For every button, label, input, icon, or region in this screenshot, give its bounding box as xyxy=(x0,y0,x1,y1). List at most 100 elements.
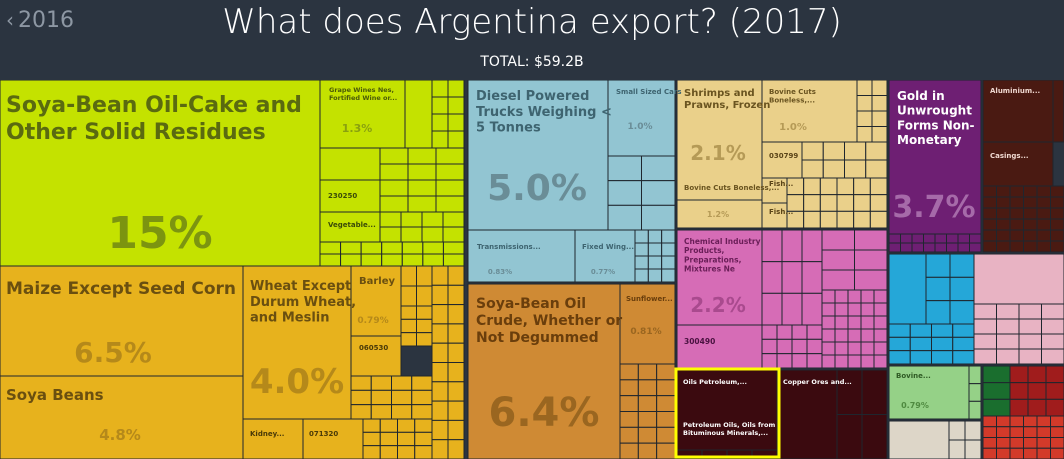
treemap-subcell[interactable] xyxy=(996,348,1020,365)
treemap-subcell[interactable] xyxy=(404,80,433,149)
cell-kidney[interactable] xyxy=(242,418,304,459)
cell-wheat[interactable] xyxy=(242,265,352,420)
treemap-subcell[interactable] xyxy=(421,226,444,243)
treemap-subcell[interactable] xyxy=(865,141,888,161)
cell-bovine-hides[interactable] xyxy=(888,365,970,420)
treemap-subcell[interactable] xyxy=(911,233,924,244)
treemap-subcell[interactable] xyxy=(634,229,649,244)
treemap-subcell[interactable] xyxy=(836,414,863,459)
treemap-subcell[interactable] xyxy=(821,269,855,291)
treemap-subcell[interactable] xyxy=(853,194,871,212)
treemap-subcell[interactable] xyxy=(416,305,433,320)
treemap-subcell[interactable] xyxy=(869,177,888,196)
treemap-subcell[interactable] xyxy=(1036,207,1051,220)
treemap-subcell[interactable] xyxy=(1023,415,1038,428)
treemap-subcell[interactable] xyxy=(873,289,888,304)
treemap-subcell[interactable] xyxy=(996,185,1011,198)
cell-300490[interactable] xyxy=(676,324,763,369)
treemap-subcell[interactable] xyxy=(400,318,417,334)
treemap-subcell[interactable] xyxy=(982,185,997,198)
treemap-subcell[interactable] xyxy=(821,315,836,330)
treemap-subcell[interactable] xyxy=(854,269,888,291)
treemap-subcell[interactable] xyxy=(1050,229,1064,242)
treemap-subcell[interactable] xyxy=(856,95,873,112)
cell-aluminium[interactable] xyxy=(982,80,1054,143)
cell-sunflower[interactable] xyxy=(619,283,676,365)
treemap-subcell[interactable] xyxy=(362,431,381,447)
treemap-subcell[interactable] xyxy=(414,431,433,447)
treemap-subcell[interactable] xyxy=(801,261,823,294)
treemap-subcell[interactable] xyxy=(619,379,639,397)
treemap-subcell[interactable] xyxy=(414,418,433,433)
cell-vegetable[interactable] xyxy=(319,211,381,243)
treemap-subcell[interactable] xyxy=(847,354,862,369)
treemap-subcell[interactable] xyxy=(619,363,639,381)
treemap-subcell[interactable] xyxy=(414,445,433,459)
treemap-subcell[interactable] xyxy=(641,155,676,182)
treemap-subcell[interactable] xyxy=(803,194,821,212)
treemap-subcell[interactable] xyxy=(435,163,465,181)
treemap-subcell[interactable] xyxy=(447,304,465,325)
treemap-subcell[interactable] xyxy=(968,383,982,402)
treemap-subcell[interactable] xyxy=(379,147,409,165)
treemap-subcell[interactable] xyxy=(821,289,836,304)
treemap-subcell[interactable] xyxy=(834,341,849,356)
treemap-subcell[interactable] xyxy=(1050,437,1064,449)
treemap-subcell[interactable] xyxy=(442,211,465,228)
treemap-subcell[interactable] xyxy=(996,415,1011,428)
treemap-subcell[interactable] xyxy=(996,318,1020,335)
treemap-subcell[interactable] xyxy=(447,265,465,286)
treemap-subcell[interactable] xyxy=(641,204,676,231)
treemap-subcell[interactable] xyxy=(661,229,676,244)
treemap-subcell[interactable] xyxy=(447,400,465,421)
treemap-subcell[interactable] xyxy=(934,242,947,253)
treemap-subcell[interactable] xyxy=(888,350,911,365)
treemap-subcell[interactable] xyxy=(949,253,975,278)
back-to-2016-link[interactable]: ‹ 2016 xyxy=(6,8,74,33)
export-treemap[interactable]: Soya-Bean Oil-Cake and Other Solid Residu… xyxy=(0,80,1064,459)
treemap-subcell[interactable] xyxy=(834,289,849,304)
cell-060530[interactable] xyxy=(350,335,402,377)
treemap-subcell[interactable] xyxy=(619,426,639,444)
treemap-subcell[interactable] xyxy=(836,210,855,229)
treemap-subcell[interactable] xyxy=(801,292,823,326)
treemap-subcell[interactable] xyxy=(397,418,416,433)
treemap-subcell[interactable] xyxy=(873,315,888,330)
treemap-subcell[interactable] xyxy=(847,328,862,343)
treemap-subcell[interactable] xyxy=(1036,447,1051,459)
treemap-subcell[interactable] xyxy=(656,411,676,428)
treemap-subcell[interactable] xyxy=(656,395,676,412)
treemap-subcell[interactable] xyxy=(637,379,658,397)
treemap-subcell[interactable] xyxy=(952,350,975,365)
treemap-subcell[interactable] xyxy=(888,242,901,253)
treemap-subcell[interactable] xyxy=(853,210,871,229)
treemap-subcell[interactable] xyxy=(431,284,449,306)
treemap-subcell[interactable] xyxy=(619,411,639,428)
treemap-subcell[interactable] xyxy=(422,241,444,255)
treemap-subcell[interactable] xyxy=(821,229,855,251)
treemap-subcell[interactable] xyxy=(370,404,392,420)
treemap-subcell[interactable] xyxy=(411,375,433,391)
treemap-subcell[interactable] xyxy=(442,241,465,255)
treemap-subcell[interactable] xyxy=(1009,437,1024,449)
treemap-subcell[interactable] xyxy=(900,233,913,244)
treemap-subcell[interactable] xyxy=(776,338,793,355)
treemap-subcell[interactable] xyxy=(350,375,372,391)
treemap-subcell[interactable] xyxy=(871,80,888,96)
treemap-subcell[interactable] xyxy=(973,303,997,320)
treemap-subcell[interactable] xyxy=(860,328,875,343)
treemap-subcell[interactable] xyxy=(379,445,398,459)
cell-soya-bean-oil-cake[interactable] xyxy=(0,80,321,267)
treemap-subcell[interactable] xyxy=(761,324,778,340)
treemap-subcell[interactable] xyxy=(607,155,642,182)
treemap-subcell[interactable] xyxy=(982,398,1011,417)
treemap-subcell[interactable] xyxy=(1050,196,1064,209)
treemap-subcell[interactable] xyxy=(982,196,997,209)
treemap-subcell[interactable] xyxy=(973,318,997,335)
treemap-subcell[interactable] xyxy=(982,437,997,449)
treemap-subcell[interactable] xyxy=(968,365,982,385)
treemap-subcell[interactable] xyxy=(888,323,911,338)
treemap-subcell[interactable] xyxy=(1041,303,1064,320)
treemap-subcell[interactable] xyxy=(925,276,951,302)
treemap-subcell[interactable] xyxy=(888,233,901,244)
